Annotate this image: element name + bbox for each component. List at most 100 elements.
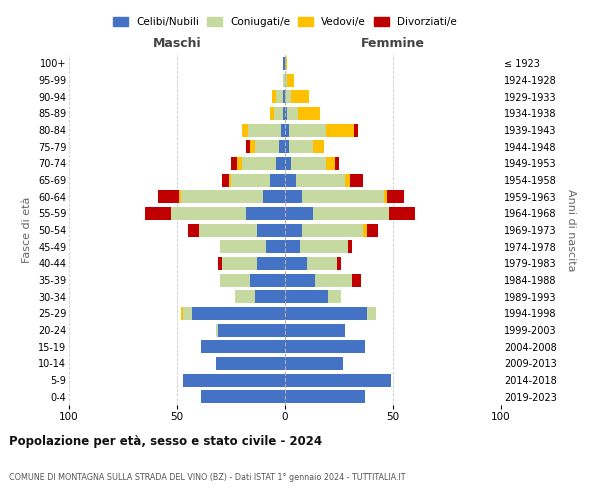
Bar [250, 274, 285, 286]
Bar [216, 357, 285, 370]
Bar [307, 257, 337, 270]
Bar [347, 240, 352, 253]
Bar [335, 157, 339, 170]
Bar [285, 207, 313, 220]
Bar [352, 274, 361, 286]
Bar [181, 190, 263, 203]
Bar [257, 257, 285, 270]
Bar [285, 324, 346, 336]
Bar [285, 374, 391, 386]
Bar [283, 74, 285, 86]
Bar [363, 224, 367, 236]
Bar [223, 174, 229, 186]
Bar [350, 174, 363, 186]
Bar [285, 124, 289, 136]
Bar [184, 374, 285, 386]
Bar [285, 57, 287, 70]
Bar [181, 307, 184, 320]
Bar [285, 190, 302, 203]
Bar [278, 140, 285, 153]
Bar [285, 257, 307, 270]
Bar [248, 124, 281, 136]
Bar [158, 190, 179, 203]
Text: Popolazione per età, sesso e stato civile - 2024: Popolazione per età, sesso e stato civil… [9, 435, 322, 448]
Bar [184, 307, 192, 320]
Bar [170, 207, 246, 220]
Bar [201, 340, 285, 353]
Bar [246, 207, 285, 220]
Bar [283, 57, 285, 70]
Bar [145, 207, 170, 220]
Bar [238, 157, 242, 170]
Bar [277, 157, 285, 170]
Bar [263, 190, 285, 203]
Bar [223, 257, 257, 270]
Bar [216, 324, 218, 336]
Bar [337, 257, 341, 270]
Bar [328, 290, 341, 303]
Bar [220, 274, 250, 286]
Bar [255, 290, 285, 303]
Bar [285, 90, 292, 103]
Bar [292, 90, 309, 103]
Bar [246, 140, 250, 153]
Bar [199, 224, 257, 236]
Bar [287, 107, 298, 120]
Legend: Celibi/Nubili, Coniugati/e, Vedovi/e, Divorziati/e: Celibi/Nubili, Coniugati/e, Vedovi/e, Di… [109, 13, 461, 32]
Bar [298, 107, 320, 120]
Text: Maschi: Maschi [152, 37, 202, 50]
Bar [315, 274, 352, 286]
Bar [346, 174, 350, 186]
Bar [218, 324, 285, 336]
Bar [386, 190, 404, 203]
Bar [287, 74, 293, 86]
Bar [302, 190, 385, 203]
Bar [285, 290, 328, 303]
Bar [326, 157, 335, 170]
Bar [231, 157, 238, 170]
Bar [242, 157, 277, 170]
Bar [285, 274, 315, 286]
Text: COMUNE DI MONTAGNA SULLA STRADA DEL VINO (BZ) - Dati ISTAT 1° gennaio 2024 - TUT: COMUNE DI MONTAGNA SULLA STRADA DEL VINO… [9, 472, 406, 482]
Bar [201, 390, 285, 403]
Bar [285, 357, 343, 370]
Bar [179, 190, 181, 203]
Bar [313, 207, 389, 220]
Y-axis label: Anni di nascita: Anni di nascita [566, 188, 576, 271]
Bar [192, 307, 285, 320]
Bar [367, 307, 376, 320]
Bar [242, 124, 248, 136]
Bar [302, 224, 363, 236]
Bar [266, 240, 285, 253]
Bar [385, 190, 386, 203]
Bar [235, 290, 255, 303]
Bar [389, 207, 415, 220]
Bar [300, 240, 347, 253]
Bar [277, 90, 283, 103]
Bar [354, 124, 358, 136]
Bar [283, 90, 285, 103]
Bar [292, 157, 326, 170]
Bar [296, 174, 346, 186]
Bar [285, 224, 302, 236]
Bar [283, 107, 285, 120]
Bar [188, 224, 199, 236]
Bar [285, 390, 365, 403]
Bar [270, 174, 285, 186]
Bar [231, 174, 270, 186]
Bar [255, 140, 278, 153]
Bar [326, 124, 354, 136]
Bar [285, 140, 289, 153]
Bar [218, 257, 223, 270]
Bar [285, 74, 287, 86]
Bar [285, 240, 300, 253]
Text: Femmine: Femmine [361, 37, 425, 50]
Bar [285, 157, 292, 170]
Bar [285, 174, 296, 186]
Bar [313, 140, 324, 153]
Bar [272, 90, 277, 103]
Bar [289, 124, 326, 136]
Bar [285, 307, 367, 320]
Bar [229, 174, 231, 186]
Bar [274, 107, 283, 120]
